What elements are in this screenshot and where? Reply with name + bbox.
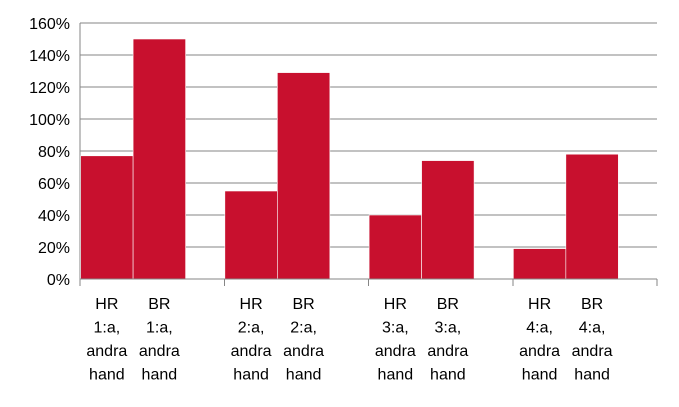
x-tick-label: hand <box>89 367 125 384</box>
bar <box>368 214 422 280</box>
y-tick-label: 60% <box>38 176 70 193</box>
x-tick-label: andra <box>86 343 127 360</box>
y-tick-label: 160% <box>29 16 70 33</box>
x-tick-label: hand <box>286 367 322 384</box>
x-tick-label: 3:a, <box>435 320 462 337</box>
x-tick-label: 4:a, <box>579 320 606 337</box>
x-tick-label: 4:a, <box>526 320 553 337</box>
x-tick-label: andra <box>375 343 416 360</box>
y-tick-label: 40% <box>38 208 70 225</box>
x-tick-label: 1:a, <box>94 320 121 337</box>
x-tick-label: 3:a, <box>382 320 409 337</box>
x-tick-label: andra <box>231 343 272 360</box>
x-tick-label: 2:a, <box>290 320 317 337</box>
x-tick-label: hand <box>378 367 414 384</box>
x-tick-label: HR <box>240 296 263 313</box>
y-tick-label: 140% <box>29 48 70 65</box>
y-tick-label: 80% <box>38 144 70 161</box>
x-tick-label: andra <box>519 343 560 360</box>
x-tick-label: HR <box>95 296 118 313</box>
bar <box>421 160 475 280</box>
x-tick-label: 2:a, <box>238 320 265 337</box>
bar <box>132 38 186 280</box>
bar <box>565 153 619 280</box>
x-tick-label: BR <box>437 296 459 313</box>
x-tick-label: andra <box>139 343 180 360</box>
y-tick-label: 120% <box>29 80 70 97</box>
x-tick-label: BR <box>148 296 170 313</box>
y-tick-label: 0% <box>47 272 70 289</box>
x-tick-label: hand <box>233 367 269 384</box>
bar <box>80 155 134 280</box>
x-tick-label: 1:a, <box>146 320 173 337</box>
y-tick-label: 20% <box>38 240 70 257</box>
x-tick-label: hand <box>574 367 610 384</box>
x-tick-label: andra <box>427 343 468 360</box>
x-tick-label: HR <box>528 296 551 313</box>
x-tick-label: HR <box>384 296 407 313</box>
x-tick-label: hand <box>430 367 466 384</box>
y-tick-label: 100% <box>29 112 70 129</box>
bar <box>277 72 331 280</box>
x-tick-label: andra <box>283 343 324 360</box>
bar <box>513 248 567 280</box>
x-tick-label: hand <box>522 367 558 384</box>
x-tick-label: BR <box>581 296 603 313</box>
bar <box>224 190 278 280</box>
x-tick-label: BR <box>292 296 314 313</box>
x-tick-label: andra <box>572 343 613 360</box>
x-tick-label: hand <box>142 367 178 384</box>
